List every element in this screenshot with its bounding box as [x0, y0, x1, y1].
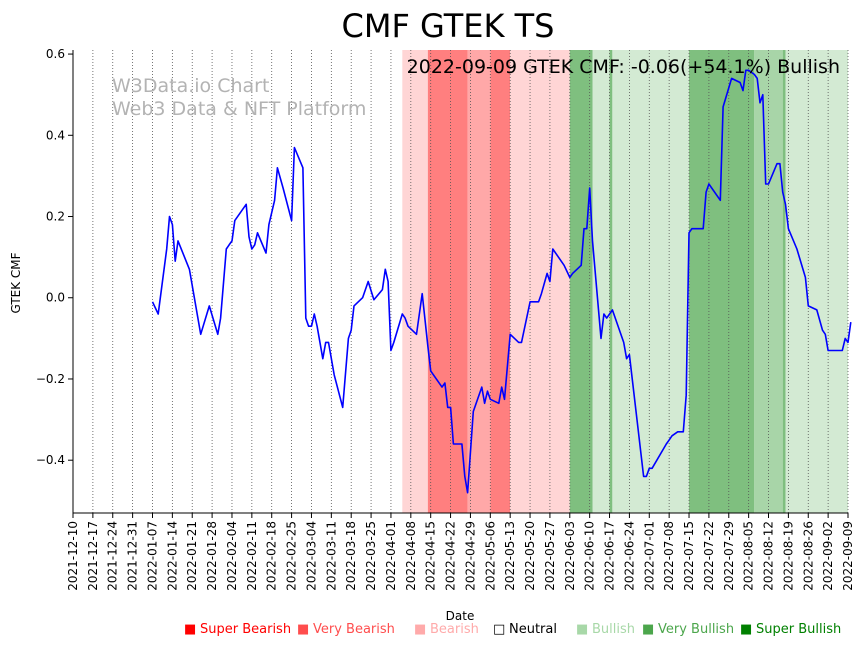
- x-tick-label: 2022-06-24: [622, 521, 636, 591]
- x-tick-label: 2022-07-29: [722, 521, 736, 591]
- x-tick-label: 2022-08-12: [762, 521, 776, 591]
- band-bullish: [785, 50, 848, 513]
- x-axis-label: Date: [446, 609, 475, 623]
- x-tick-label: 2022-05-13: [503, 521, 517, 591]
- x-tick-label: 2022-01-07: [145, 521, 159, 591]
- band-super-bullish: [689, 50, 755, 513]
- legend-label-super-bearish: Super Bearish: [200, 622, 291, 637]
- x-tick-label: 2022-06-17: [603, 521, 617, 591]
- x-tick-label: 2022-09-02: [821, 521, 835, 591]
- x-tick-label: 2022-07-22: [702, 521, 716, 591]
- x-tick-label: 2022-05-06: [483, 521, 497, 591]
- x-tick-label: 2021-12-10: [66, 521, 80, 591]
- y-tick-label: 0.0: [46, 291, 65, 305]
- legend-label-bullish: Bullish: [592, 622, 635, 637]
- band-super-bullish: [609, 50, 613, 513]
- legend-marker-bearish: ■: [414, 622, 426, 637]
- x-tick-label: 2022-04-01: [384, 521, 398, 591]
- x-tick-label: 2022-07-15: [682, 521, 696, 591]
- band-super-bearish: [490, 50, 511, 513]
- legend-marker-super-bullish: ■: [740, 622, 752, 637]
- x-tick-label: 2022-04-15: [424, 521, 438, 591]
- signal-bands: [402, 50, 848, 513]
- watermark-line-2: Web3 Data & NFT Platform: [112, 98, 366, 120]
- vertical-gridlines: [72, 50, 849, 513]
- band-bullish: [612, 50, 690, 513]
- chart-title: CMF GTEK TS: [342, 7, 555, 45]
- latest-value-annotation: 2022-09-09 GTEK CMF: -0.06(+54.1%) Bulli…: [407, 56, 840, 78]
- legend-label-super-bullish: Super Bullish: [756, 622, 841, 637]
- x-tick-label: 2022-03-11: [324, 521, 338, 591]
- axes: [72, 50, 848, 514]
- band-bearish: [402, 50, 428, 513]
- x-tick-label: 2022-07-01: [642, 521, 656, 591]
- y-tick-label: 0.6: [46, 47, 65, 61]
- y-axis-ticks: −0.4 −0.2 0.0 0.2 0.4 0.6: [36, 47, 73, 467]
- legend-marker-neutral: □: [493, 622, 505, 637]
- x-tick-label: 2022-04-08: [404, 521, 418, 591]
- x-tick-label: 2022-08-05: [742, 521, 756, 591]
- x-tick-label: 2022-08-19: [781, 521, 795, 591]
- x-tick-label: 2021-12-24: [106, 521, 120, 591]
- x-tick-label: 2022-05-27: [543, 521, 557, 591]
- x-tick-label: 2021-12-31: [126, 521, 140, 591]
- x-axis-ticks: 2021-12-10 2021-12-17 2021-12-24 2021-12-31…: [66, 513, 855, 591]
- legend: ■ Super Bearish ■ Very Bearish ■ Bearish □ Neut…: [184, 622, 841, 637]
- y-axis-label: GTEK CMF: [9, 252, 23, 313]
- y-tick-label: 0.4: [46, 128, 65, 142]
- x-tick-label: 2021-12-17: [86, 521, 100, 591]
- y-tick-label: −0.2: [36, 372, 65, 386]
- legend-marker-super-bearish: ■: [184, 622, 196, 637]
- x-tick-label: 2022-07-08: [662, 521, 676, 591]
- cmf-series-line: [151, 69, 852, 494]
- band-super-bearish: [427, 50, 468, 513]
- x-tick-label: 2022-02-25: [285, 521, 299, 591]
- x-tick-label: 2022-06-03: [563, 521, 577, 591]
- legend-marker-very-bearish: ■: [297, 622, 309, 637]
- x-tick-label: 2022-04-22: [444, 521, 458, 591]
- band-super-bullish: [569, 50, 593, 513]
- legend-label-neutral: Neutral: [509, 622, 557, 637]
- x-tick-label: 2022-08-26: [801, 521, 815, 591]
- x-tick-label: 2022-04-29: [463, 521, 477, 591]
- watermark-line-1: W3Data.io Chart: [112, 75, 269, 97]
- x-tick-label: 2022-06-10: [583, 521, 597, 591]
- legend-marker-very-bullish: ■: [642, 622, 654, 637]
- x-tick-label: 2022-03-04: [304, 521, 318, 591]
- y-tick-label: 0.2: [46, 210, 65, 224]
- x-tick-label: 2022-01-21: [185, 521, 199, 591]
- band-super-bullish: [782, 50, 786, 513]
- x-tick-label: 2022-02-04: [225, 521, 239, 591]
- legend-label-very-bearish: Very Bearish: [313, 622, 395, 637]
- legend-marker-bullish: ■: [576, 622, 588, 637]
- x-tick-label: 2022-02-11: [245, 521, 259, 591]
- x-tick-label: 2022-03-25: [364, 521, 378, 591]
- x-tick-label: 2022-01-28: [205, 521, 219, 591]
- legend-label-bearish: Bearish: [430, 622, 479, 637]
- band-very-bearish: [467, 50, 491, 513]
- legend-label-very-bullish: Very Bullish: [658, 622, 734, 637]
- band-bearish: [510, 50, 570, 513]
- x-tick-label: 2022-03-18: [344, 521, 358, 591]
- band-bullish: [592, 50, 610, 513]
- x-tick-label: 2022-01-14: [165, 521, 179, 591]
- x-tick-label: 2022-05-20: [523, 521, 537, 591]
- x-tick-label: 2022-02-18: [265, 521, 279, 591]
- y-tick-label: −0.4: [36, 453, 65, 467]
- x-tick-label: 2022-09-09: [841, 521, 855, 591]
